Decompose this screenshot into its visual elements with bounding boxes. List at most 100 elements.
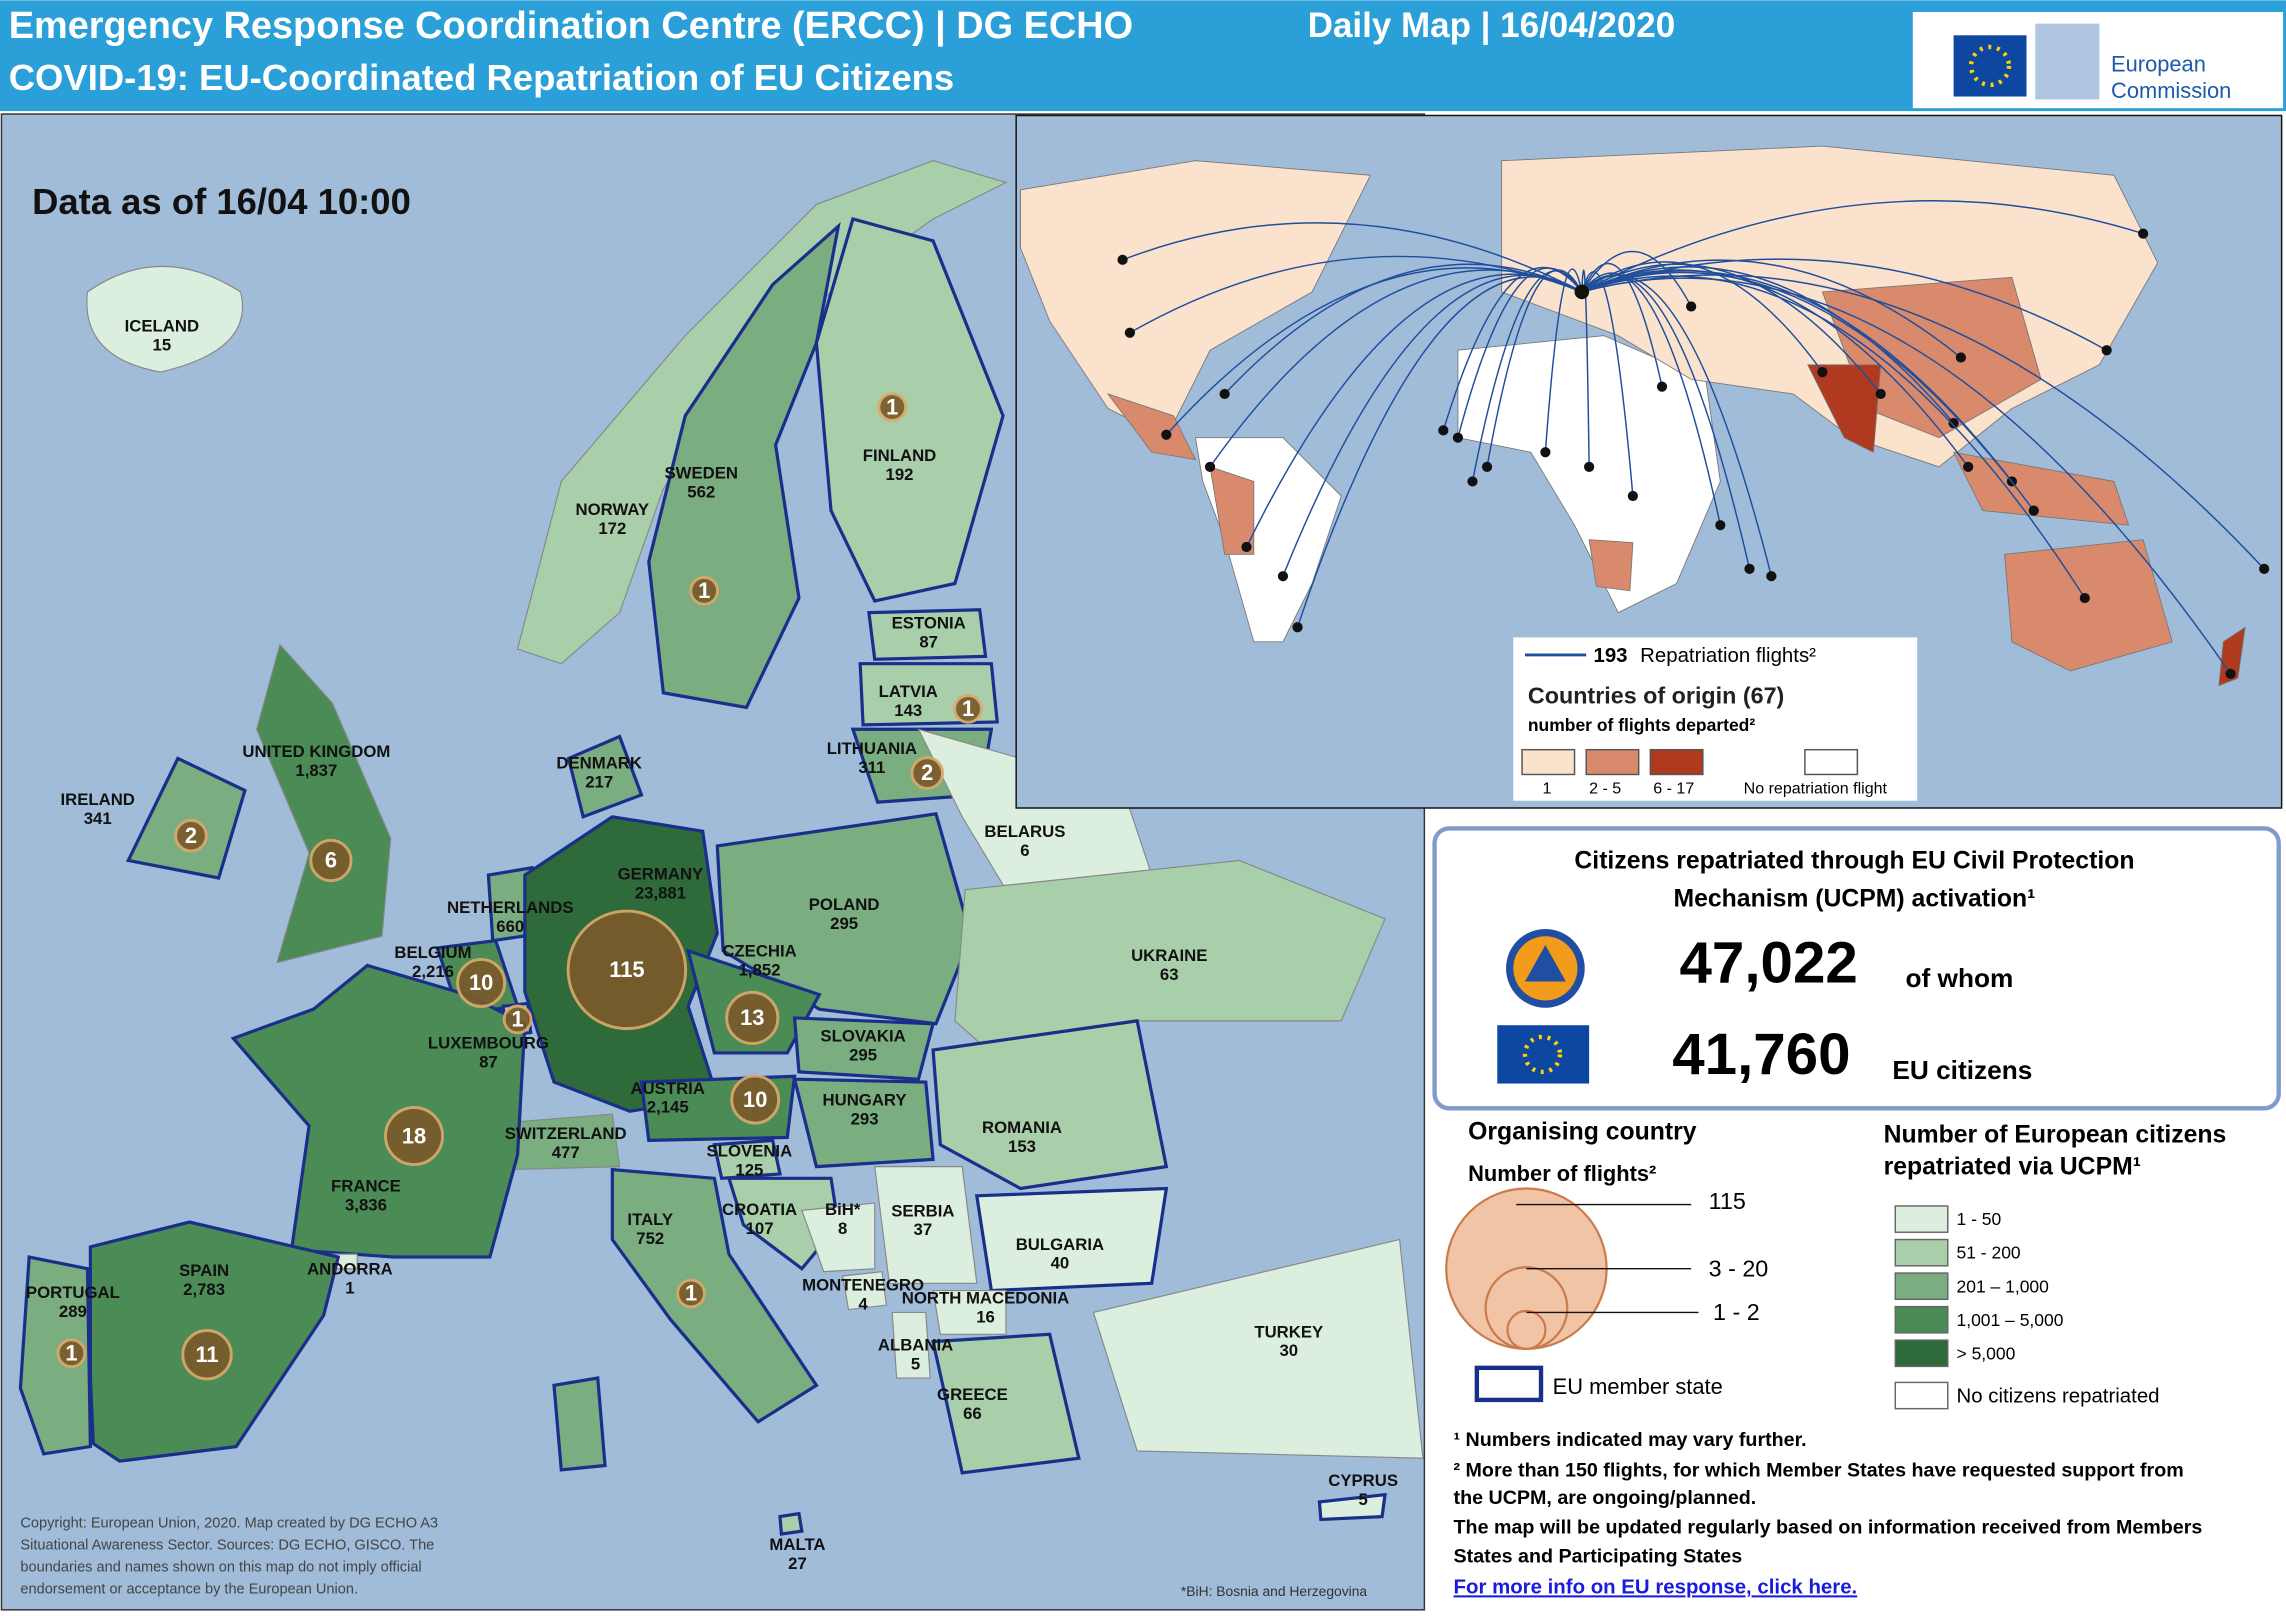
footnotes: ¹ Numbers indicated may vary further. ² M…	[1454, 1429, 2203, 1568]
country-shape	[230, 963, 527, 1259]
total-repatriated: 47,022	[1680, 930, 1858, 995]
flight-count: 2	[921, 760, 933, 785]
flight-circle	[502, 1004, 533, 1035]
size-label: 3 - 20	[1709, 1255, 1769, 1281]
country-name: FRANCE	[331, 1176, 401, 1195]
flight-count: 1	[685, 1281, 697, 1306]
origin-point	[1452, 432, 1464, 443]
country-name: SLOVENIA	[707, 1141, 793, 1160]
flight-route	[1224, 263, 1583, 395]
legend-label: No citizens repatriated	[1957, 1385, 2160, 1407]
citizens-legend: 1 - 50 51 - 200 201 – 1,000 1,001 – 5,000 > …	[1894, 1205, 2160, 1410]
country-value: 87	[919, 633, 938, 652]
country-shape	[801, 1202, 876, 1273]
country-value: 752	[636, 1229, 664, 1248]
country-name: POLAND	[809, 895, 880, 914]
flight-route	[1581, 274, 2265, 570]
eu-flag	[1497, 1025, 1590, 1084]
origin-point	[1948, 418, 1959, 429]
country-value: 143	[894, 701, 922, 720]
title-2: COVID-19: EU-Coordinated Repatriation of…	[9, 57, 954, 98]
info-link[interactable]: For more info on EU response, click here…	[1454, 1576, 1858, 1598]
country-name: LITHUANIA	[827, 739, 917, 758]
world-land	[1952, 451, 2130, 526]
country-name: NETHERLANDS	[447, 898, 574, 917]
country-value: 66	[963, 1404, 982, 1423]
world-land	[1588, 539, 1634, 592]
country-value: 27	[788, 1554, 807, 1573]
flight-count: 1	[962, 696, 974, 721]
country-value: 6	[1020, 841, 1029, 860]
origin-point	[1438, 425, 1449, 436]
origin-point	[1241, 541, 1252, 553]
swatch	[1894, 1238, 1949, 1267]
flight-route	[1581, 251, 1692, 307]
origin-point	[1584, 461, 1595, 472]
country-value: 16	[976, 1308, 995, 1327]
flight-route	[1581, 271, 2035, 512]
header-bar	[0, 0, 2286, 112]
origin-point	[1744, 563, 1755, 575]
origin-point	[1292, 622, 1303, 633]
eu-suffix: EU citizens	[1892, 1055, 2032, 1085]
world-land	[1209, 466, 1255, 555]
flight-circle	[877, 392, 908, 422]
country-name: NORTH MACEDONIA	[902, 1289, 1070, 1308]
origin-point	[1277, 571, 1289, 582]
flight-circle	[689, 575, 720, 606]
country-shape	[891, 1311, 931, 1379]
country-shape	[552, 1167, 819, 1472]
country-value: 217	[585, 773, 613, 792]
origin-point	[2101, 345, 2112, 356]
legend-label: No repatriation flight	[1744, 779, 1888, 797]
legend-title: repatriated via UCPM¹	[1884, 1154, 2141, 1181]
flight-count: 1	[65, 1340, 77, 1365]
copyright-line: endorsement or acceptance by the Europea…	[20, 1581, 358, 1597]
world-land	[2218, 626, 2246, 687]
country-name: ROMANIA	[982, 1118, 1062, 1137]
country-value: 660	[496, 917, 524, 936]
stats-box	[1432, 826, 2281, 1111]
world-map	[1020, 145, 2270, 687]
country-name: CZECHIA	[722, 942, 796, 961]
country-shape	[974, 1186, 1169, 1293]
flight-count: 11	[195, 1342, 218, 1367]
world-land	[2004, 539, 2173, 672]
country-name: ICELAND	[125, 316, 199, 335]
country-value: 562	[687, 483, 715, 502]
country-name: CROATIA	[722, 1200, 797, 1219]
origin-point	[1219, 388, 1230, 400]
origin-point	[2225, 668, 2236, 679]
footnote: the UCPM, are ongoing/planned.	[1454, 1487, 1757, 1509]
origin-point	[1161, 429, 1172, 440]
flight-route	[1486, 269, 1583, 467]
origin-point	[1117, 254, 1128, 265]
country-shape	[86, 265, 243, 373]
origin-point	[1124, 327, 1135, 338]
swatch	[1894, 1305, 1949, 1334]
flight-route	[1581, 266, 1955, 424]
flight-route	[1581, 272, 1722, 526]
country-name: SPAIN	[179, 1261, 229, 1280]
origin-point	[1481, 461, 1493, 472]
flight-count: 1	[511, 1007, 523, 1032]
data-as-of: Data as of 16/04 10:00	[32, 181, 411, 222]
flight-circle	[676, 1278, 706, 1309]
origin-point	[2028, 505, 2039, 516]
country-name: SLOVAKIA	[820, 1026, 905, 1045]
copyright-line: Situational Awareness Sector. Sources: D…	[20, 1538, 434, 1554]
country-shape	[1092, 1238, 1424, 1459]
country-shape	[566, 734, 644, 819]
country-value: 477	[552, 1143, 580, 1162]
country-shape	[874, 1166, 978, 1284]
flight-circle	[566, 909, 688, 1031]
origin-point	[1766, 571, 1777, 582]
eu-stars	[1522, 1034, 1563, 1075]
flight-circle	[384, 1106, 445, 1167]
origin-point	[1955, 352, 1966, 363]
legend-label: 2 - 5	[1589, 779, 1621, 797]
swatch	[1894, 1339, 1949, 1368]
legend-title: Number of European citizens	[1884, 1122, 2227, 1149]
country-name: LUXEMBOURG	[428, 1034, 549, 1053]
